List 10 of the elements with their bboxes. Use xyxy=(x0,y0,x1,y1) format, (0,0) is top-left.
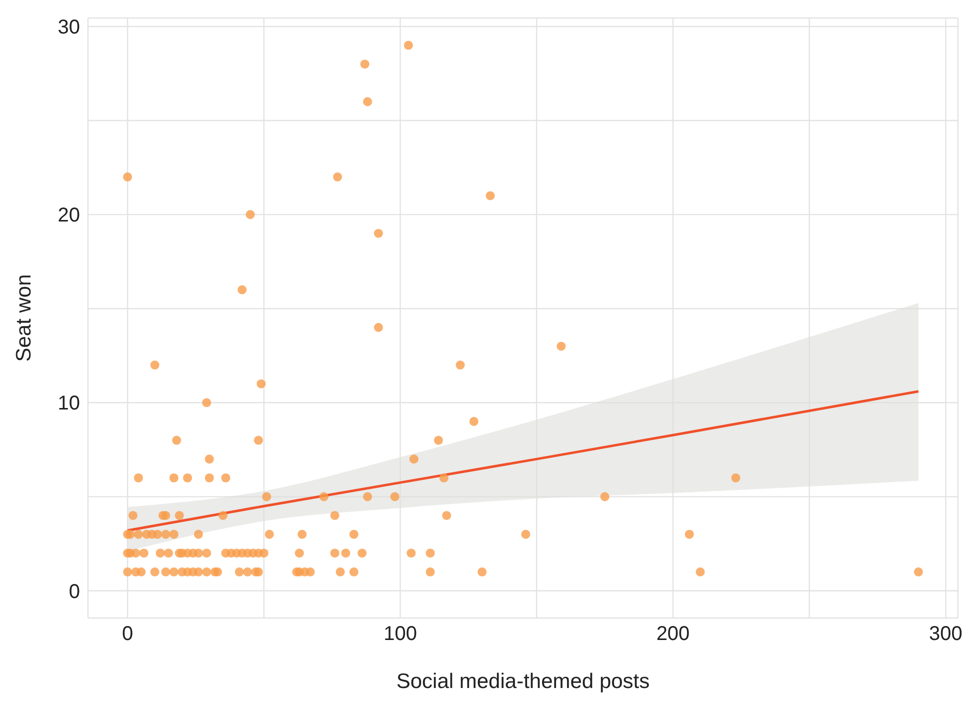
y-tick-label: 20 xyxy=(58,204,80,227)
x-axis-title: Social media-themed posts xyxy=(396,670,650,693)
x-tick-label: 0 xyxy=(122,623,134,646)
y-tick-label: 0 xyxy=(68,580,80,603)
x-tick-label: 300 xyxy=(929,623,962,646)
x-tick-label: 200 xyxy=(656,623,690,646)
y-tick-label: 30 xyxy=(58,16,80,39)
y-axis-title: Seat won xyxy=(12,274,36,362)
y-tick-label: 10 xyxy=(58,392,80,415)
x-tick-label: 100 xyxy=(384,623,417,646)
